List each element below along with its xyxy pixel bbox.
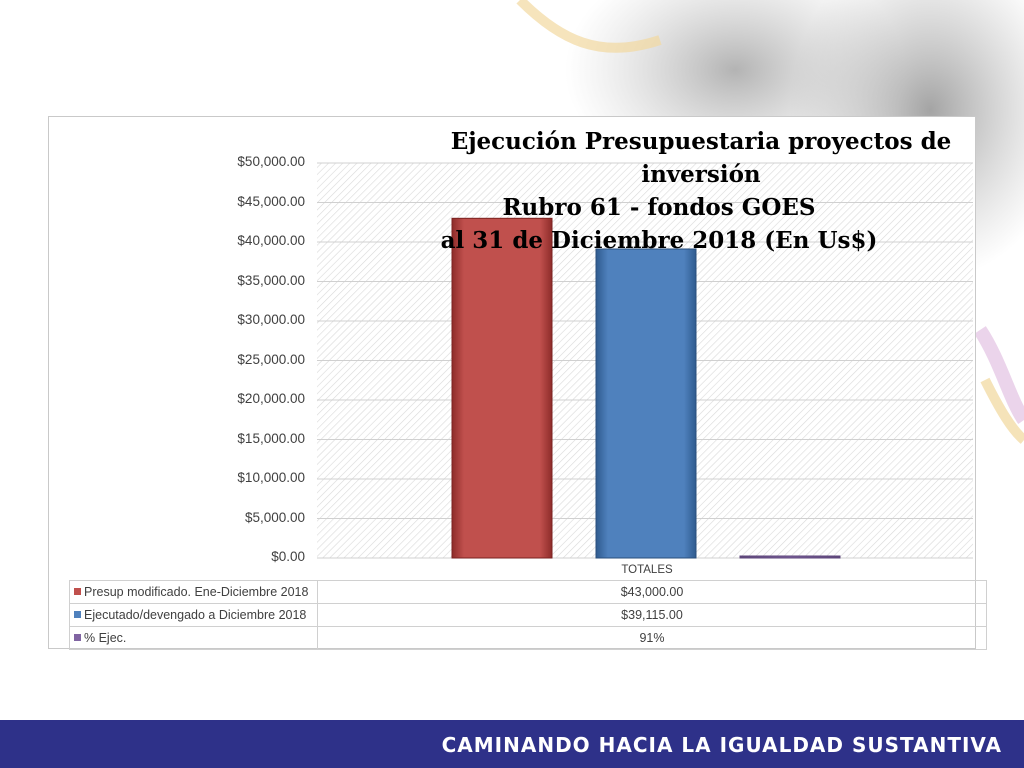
chart-title: Ejecución Presupuestaria proyectos de in… [349, 125, 969, 257]
legend-entry-ejecutado: Ejecutado/devengado a Diciembre 2018 [69, 603, 318, 627]
data-label: $43,000.00 [317, 580, 987, 604]
legend-label: % Ejec. [84, 631, 127, 645]
legend-label: Presup modificado. Ene-Diciembre 2018 [84, 585, 309, 599]
y-tick-label: $30,000.00 [237, 312, 305, 327]
chart-title-line-1: Ejecución Presupuestaria proyectos de in… [450, 128, 952, 188]
chart-plot [317, 162, 973, 559]
chart-title-line-3: al 31 de Diciembre 2018 (En Us$) [440, 227, 878, 254]
y-tick-label: $20,000.00 [237, 391, 305, 406]
chart-container: Ejecución Presupuestaria proyectos de in… [48, 116, 987, 650]
bar-presup-modificado [451, 217, 553, 559]
bars [451, 217, 841, 559]
data-label: 91% [317, 626, 987, 650]
footer-bar: CAMINANDO HACIA LA IGUALDAD SUSTANTIVA [0, 720, 1024, 768]
bar-pct-ejec [739, 555, 841, 559]
legend-key-red [74, 588, 81, 595]
y-tick-label: $10,000.00 [237, 470, 305, 485]
bar-ejecutado-devengado [595, 248, 697, 559]
footer-slogan: CAMINANDO HACIA LA IGUALDAD SUSTANTIVA [441, 733, 1002, 757]
legend-key-blue [74, 611, 81, 618]
y-tick-label: $25,000.00 [237, 351, 305, 367]
table-row: % Ejec. 91% [69, 626, 987, 650]
data-label: $39,115.00 [317, 603, 987, 627]
chart-title-line-2: Rubro 61 - fondos GOES [502, 194, 816, 221]
y-tick-label: $0.00 [271, 549, 305, 564]
table-row: Presup modificado. Ene-Diciembre 2018 $4… [69, 580, 987, 604]
y-tick-label: $15,000.00 [237, 430, 305, 446]
y-tick-label: $45,000.00 [237, 193, 305, 209]
legend-key-purple [74, 634, 81, 641]
table-row: Ejecutado/devengado a Diciembre 2018 $39… [69, 603, 987, 627]
chart-data-table: Presup modificado. Ene-Diciembre 2018 $4… [69, 580, 987, 650]
y-tick-label: $35,000.00 [237, 272, 305, 288]
legend-entry-presup: Presup modificado. Ene-Diciembre 2018 [69, 580, 318, 604]
category-label: TOTALES [621, 564, 673, 576]
legend-label: Ejecutado/devengado a Diciembre 2018 [84, 608, 307, 622]
y-tick-label: $5,000.00 [244, 509, 305, 525]
y-tick-label: $40,000.00 [237, 233, 305, 248]
y-tick-label: $50,000.00 [237, 154, 305, 169]
legend-entry-pct-ejec: % Ejec. [69, 626, 318, 650]
